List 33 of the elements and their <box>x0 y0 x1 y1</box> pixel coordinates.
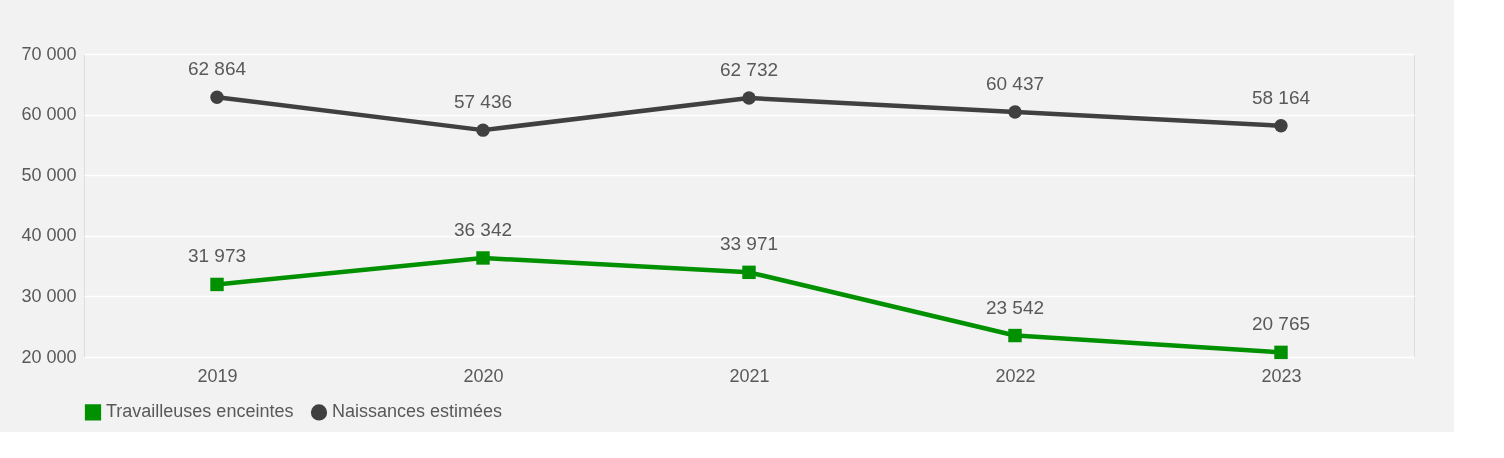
data-label: 36 342 <box>453 218 513 240</box>
x-tick-label: 2023 <box>1261 365 1302 386</box>
x-tick-label: 2021 <box>729 365 770 386</box>
y-tick-label: 60 000 <box>21 104 77 125</box>
data-label: 31 973 <box>187 245 247 267</box>
y-tick-label: 30 000 <box>21 285 77 306</box>
point <box>210 277 224 292</box>
point <box>476 123 490 137</box>
data-label: 57 436 <box>453 91 513 113</box>
data-label: 20 765 <box>1251 313 1311 335</box>
point <box>742 265 756 280</box>
y-tick-label: 40 000 <box>21 225 77 246</box>
y-tick-label: 20 000 <box>21 346 77 367</box>
legend-label: Travailleuses enceintes <box>106 401 294 422</box>
legend-label: Naissances estimées <box>332 401 503 422</box>
data-label: 23 542 <box>985 296 1045 318</box>
point <box>210 90 224 104</box>
data-label: 33 971 <box>719 233 779 255</box>
data-label: 58 164 <box>1251 86 1311 108</box>
point <box>1274 119 1288 133</box>
x-tick-label: 2019 <box>197 365 238 386</box>
data-label: 62 732 <box>719 59 779 81</box>
point <box>476 251 490 265</box>
x-tick-label: 2020 <box>463 365 504 386</box>
y-tick-label: 70 000 <box>21 43 77 64</box>
point <box>1008 328 1022 343</box>
data-label: 62 864 <box>187 58 247 80</box>
point <box>1008 105 1022 119</box>
point <box>1274 345 1288 360</box>
y-tick-label: 50 000 <box>21 164 77 185</box>
data-label: 60 437 <box>985 72 1045 94</box>
x-tick-label: 2022 <box>995 365 1036 386</box>
point <box>742 91 756 105</box>
